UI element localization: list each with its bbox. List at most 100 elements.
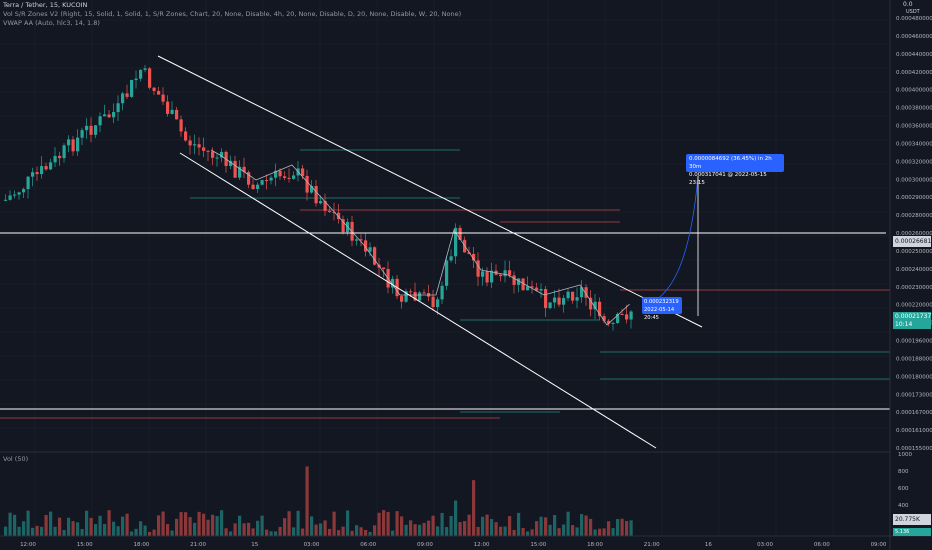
measure-label[interactable]: 0.0000084692 (36.45%) in 2h 30m 0.000317… — [686, 154, 784, 186]
candle-body — [283, 176, 287, 178]
candle-body — [355, 239, 359, 241]
volume-axis[interactable]: 1000 800 600 400 — [898, 452, 912, 509]
channel-lower-line — [179, 152, 657, 449]
volume-bar — [94, 524, 98, 536]
price-tick-label: 0.000380000 — [896, 106, 932, 112]
volume-bar — [476, 526, 480, 536]
candle-body — [517, 278, 521, 285]
candle-body — [409, 291, 413, 293]
volume-bar — [310, 516, 314, 536]
volume-bar — [472, 480, 476, 536]
volume-legend[interactable]: Vol (50) — [3, 455, 28, 463]
price-tick-label: 0.000480000 — [896, 16, 932, 22]
volume-bar — [503, 526, 507, 536]
indicator-legend-1[interactable]: Vol S/R Zones V2 (Right, 15, Solid, 1, S… — [3, 10, 461, 18]
candle-body — [481, 271, 485, 277]
measure-line-1: 0.0000084692 (36.45%) in 2h 30m — [689, 156, 772, 170]
volume-bar — [274, 531, 278, 536]
volume-series — [4, 466, 633, 536]
candle-body — [575, 297, 579, 301]
volume-bar — [517, 512, 521, 536]
candle-body — [76, 137, 80, 152]
volume-bar — [148, 531, 152, 536]
ray-price-label[interactable]: 0.000232319 2022-05-14 20:45 — [642, 297, 682, 321]
volume-bar — [121, 516, 125, 536]
volume-bar — [170, 530, 174, 536]
volume-bar — [422, 522, 426, 536]
time-axis[interactable]: 12:00 15:00 18:00 21:00 15 03:00 06:00 09:00 12:… — [20, 542, 887, 548]
price-tick-label: 0.000460000 — [896, 34, 932, 40]
candle-body — [364, 240, 368, 252]
volume-bar — [31, 527, 35, 536]
candle-body — [503, 270, 507, 277]
candle-body — [22, 189, 26, 193]
volume-bar — [377, 512, 381, 536]
volume-bar — [350, 530, 354, 536]
price-tick-label: 0.000180000 — [896, 374, 932, 380]
candle-body — [130, 80, 134, 97]
time-tick-label: 21:00 — [644, 542, 660, 548]
volume-bar — [436, 526, 440, 536]
candle-body — [148, 68, 152, 88]
volume-bar — [49, 511, 53, 536]
candle-body — [616, 313, 620, 323]
volume-bar — [467, 514, 471, 536]
candle-body — [566, 291, 570, 299]
measure-line-2: 0.000317041 @ 2022-05-15 23:15 — [689, 172, 767, 186]
price-tick-label: 0.000290000 — [896, 195, 932, 201]
volume-bar — [283, 518, 287, 536]
volume-bar — [71, 521, 75, 536]
time-tick-label: 18:00 — [587, 542, 603, 548]
candle-body — [323, 201, 327, 211]
candle-body — [476, 260, 480, 277]
volume-bar — [481, 516, 485, 536]
volume-bar — [539, 516, 543, 536]
volume-bar — [301, 528, 305, 536]
candle-body — [265, 180, 269, 182]
volume-bar — [125, 513, 129, 536]
volume-bar — [53, 526, 57, 536]
volume-bar — [409, 520, 413, 536]
volume-bar — [499, 526, 503, 536]
volume-bar — [575, 527, 579, 536]
volume-bar — [260, 515, 264, 536]
candle-body — [238, 166, 242, 178]
candle-body — [467, 252, 471, 254]
candle-body — [31, 172, 35, 177]
candle-body — [454, 227, 458, 257]
candle-body — [526, 286, 530, 291]
volume-bar — [521, 527, 525, 536]
candle-body — [143, 68, 147, 70]
candle-body — [305, 175, 309, 193]
candle-body — [292, 175, 296, 179]
time-tick-label: 03:00 — [304, 542, 320, 548]
candle-body — [490, 270, 494, 283]
candle-body — [121, 93, 125, 104]
candle-body — [472, 253, 476, 261]
candle-body — [341, 219, 345, 232]
candlestick-series — [4, 64, 633, 331]
candle-body — [580, 287, 584, 298]
time-tick-label: 09:00 — [871, 542, 887, 548]
volume-bar — [233, 523, 237, 536]
volume-bar — [571, 525, 575, 536]
candle-body — [539, 289, 543, 291]
chart-grid — [0, 0, 890, 536]
price-tick-label: 0.000230000 — [896, 285, 932, 291]
candle-body — [89, 125, 93, 135]
volume-bar — [508, 516, 512, 536]
volume-bar — [611, 528, 615, 536]
volume-bar — [391, 530, 395, 536]
candle-body — [107, 114, 111, 118]
indicator-legend-2[interactable]: VWAP AA (Auto, hlc3, 14, 1.8) — [3, 19, 100, 27]
candle-body — [220, 151, 224, 158]
volume-bar — [598, 528, 602, 536]
volume-bar — [166, 524, 170, 536]
candle-body — [436, 299, 440, 308]
symbol-title[interactable]: Terra / Tether, 15, KUCOIN — [3, 1, 87, 9]
volume-bar — [440, 512, 444, 536]
price-tick-label: 0.000360000 — [896, 124, 932, 130]
volume-bar — [224, 528, 228, 536]
volume-bar — [445, 527, 449, 536]
